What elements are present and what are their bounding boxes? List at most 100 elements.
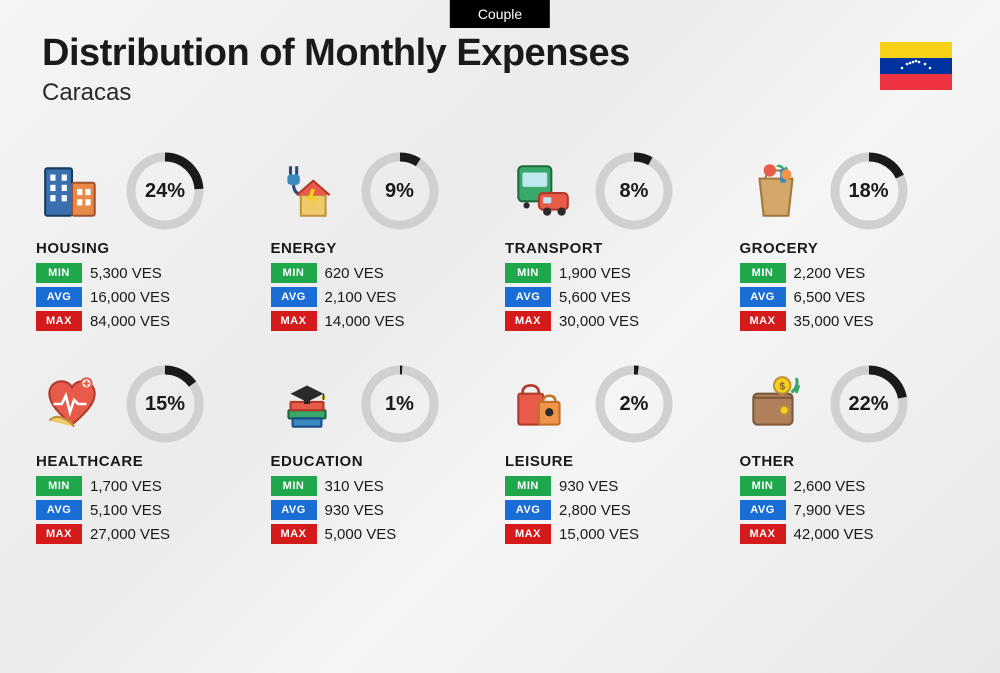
percentage-value: 8% (620, 180, 649, 203)
max-row: MAX 35,000 VES (740, 311, 965, 331)
avg-value: 6,500 VES (794, 289, 866, 306)
category-name: OTHER (740, 453, 965, 470)
percentage-value: 15% (145, 393, 185, 416)
category-name: HOUSING (36, 240, 261, 257)
max-value: 15,000 VES (559, 526, 639, 543)
percentage-value: 24% (145, 180, 185, 203)
category-card-grocery: 18% GROCERY MIN 2,200 VES AVG 6,500 VES … (740, 150, 965, 335)
max-value: 42,000 VES (794, 526, 874, 543)
category-card-other: $ 22% OTHER MIN 2,600 VES AVG 7,900 VES … (740, 363, 965, 548)
avg-badge: AVG (36, 287, 82, 307)
min-row: MIN 1,900 VES (505, 263, 730, 283)
avg-badge: AVG (740, 287, 786, 307)
housing-icon (36, 155, 108, 227)
min-badge: MIN (271, 263, 317, 283)
max-badge: MAX (36, 524, 82, 544)
avg-row: AVG 7,900 VES (740, 500, 965, 520)
category-name: GROCERY (740, 240, 965, 257)
max-badge: MAX (271, 524, 317, 544)
max-row: MAX 15,000 VES (505, 524, 730, 544)
header: Distribution of Monthly Expenses Caracas (42, 32, 958, 107)
avg-badge: AVG (36, 500, 82, 520)
percentage-value: 22% (848, 393, 888, 416)
avg-value: 2,100 VES (325, 289, 397, 306)
min-row: MIN 930 VES (505, 476, 730, 496)
max-badge: MAX (740, 311, 786, 331)
category-grid: 24% HOUSING MIN 5,300 VES AVG 16,000 VES… (36, 150, 964, 548)
min-row: MIN 310 VES (271, 476, 496, 496)
percentage-value: 18% (848, 180, 888, 203)
max-row: MAX 30,000 VES (505, 311, 730, 331)
percentage-donut: 24% (124, 150, 206, 232)
category-card-energy: 9% ENERGY MIN 620 VES AVG 2,100 VES MAX … (271, 150, 496, 335)
avg-badge: AVG (505, 287, 551, 307)
avg-badge: AVG (505, 500, 551, 520)
avg-row: AVG 16,000 VES (36, 287, 261, 307)
category-name: HEALTHCARE (36, 453, 261, 470)
max-row: MAX 27,000 VES (36, 524, 261, 544)
percentage-value: 9% (385, 180, 414, 203)
min-value: 2,600 VES (794, 478, 866, 495)
max-value: 27,000 VES (90, 526, 170, 543)
avg-row: AVG 6,500 VES (740, 287, 965, 307)
min-value: 1,700 VES (90, 478, 162, 495)
category-name: LEISURE (505, 453, 730, 470)
percentage-value: 2% (620, 393, 649, 416)
min-value: 930 VES (559, 478, 618, 495)
min-row: MIN 2,200 VES (740, 263, 965, 283)
max-value: 14,000 VES (325, 313, 405, 330)
avg-badge: AVG (740, 500, 786, 520)
percentage-value: 1% (385, 393, 414, 416)
category-card-housing: 24% HOUSING MIN 5,300 VES AVG 16,000 VES… (36, 150, 261, 335)
min-value: 310 VES (325, 478, 384, 495)
min-value: 620 VES (325, 265, 384, 282)
page-subtitle: Caracas (42, 79, 958, 107)
min-row: MIN 1,700 VES (36, 476, 261, 496)
avg-value: 930 VES (325, 502, 384, 519)
leisure-icon (505, 368, 577, 440)
min-value: 5,300 VES (90, 265, 162, 282)
avg-row: AVG 2,100 VES (271, 287, 496, 307)
min-value: 2,200 VES (794, 265, 866, 282)
percentage-donut: 18% (828, 150, 910, 232)
max-badge: MAX (271, 311, 317, 331)
percentage-donut: 9% (359, 150, 441, 232)
avg-value: 5,100 VES (90, 502, 162, 519)
min-row: MIN 620 VES (271, 263, 496, 283)
avg-value: 7,900 VES (794, 502, 866, 519)
percentage-donut: 2% (593, 363, 675, 445)
avg-value: 5,600 VES (559, 289, 631, 306)
min-badge: MIN (36, 476, 82, 496)
svg-text:$: $ (779, 382, 785, 393)
max-value: 35,000 VES (794, 313, 874, 330)
percentage-donut: 15% (124, 363, 206, 445)
max-row: MAX 14,000 VES (271, 311, 496, 331)
avg-badge: AVG (271, 287, 317, 307)
venezuela-flag-icon (880, 42, 952, 90)
min-row: MIN 2,600 VES (740, 476, 965, 496)
avg-row: AVG 2,800 VES (505, 500, 730, 520)
page-title: Distribution of Monthly Expenses (42, 32, 958, 75)
min-badge: MIN (505, 263, 551, 283)
max-value: 84,000 VES (90, 313, 170, 330)
avg-value: 2,800 VES (559, 502, 631, 519)
category-card-leisure: 2% LEISURE MIN 930 VES AVG 2,800 VES MAX… (505, 363, 730, 548)
grocery-icon (740, 155, 812, 227)
min-value: 1,900 VES (559, 265, 631, 282)
max-row: MAX 84,000 VES (36, 311, 261, 331)
household-tab: Couple (450, 0, 550, 28)
avg-row: AVG 930 VES (271, 500, 496, 520)
other-icon: $ (740, 368, 812, 440)
category-card-healthcare: 15% HEALTHCARE MIN 1,700 VES AVG 5,100 V… (36, 363, 261, 548)
max-badge: MAX (505, 524, 551, 544)
energy-icon (271, 155, 343, 227)
max-badge: MAX (740, 524, 786, 544)
min-badge: MIN (36, 263, 82, 283)
min-row: MIN 5,300 VES (36, 263, 261, 283)
min-badge: MIN (505, 476, 551, 496)
avg-value: 16,000 VES (90, 289, 170, 306)
category-name: EDUCATION (271, 453, 496, 470)
max-badge: MAX (505, 311, 551, 331)
max-value: 5,000 VES (325, 526, 397, 543)
max-row: MAX 5,000 VES (271, 524, 496, 544)
